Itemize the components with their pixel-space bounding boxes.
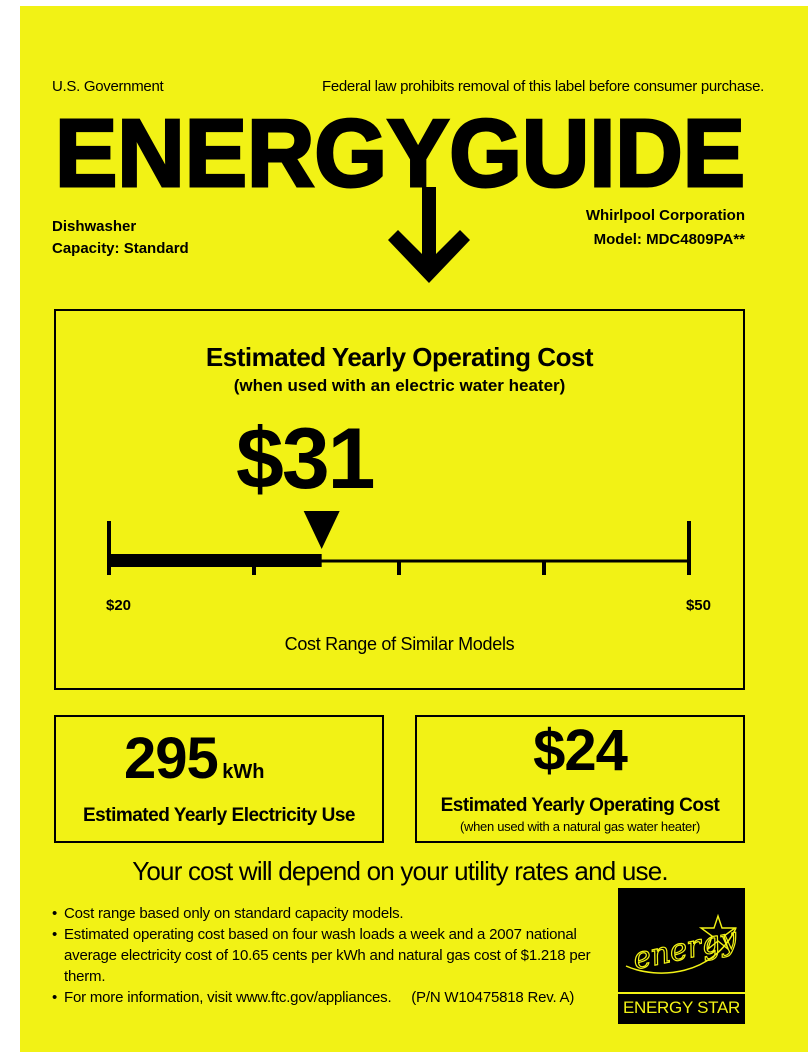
removal-notice: Federal law prohibits removal of this la… (321, 78, 764, 95)
manufacturer-text: Whirlpool Corporation (585, 207, 745, 224)
tagline: Your cost will depend on your utility ra… (132, 856, 668, 886)
capacity-text: Capacity: Standard (52, 240, 189, 257)
electricity-value: 295 (124, 726, 219, 791)
operating-cost-box: Estimated Yearly Operating Cost (when us… (54, 309, 745, 690)
cost-pointer-icon (303, 511, 340, 549)
electric-cost-value: $31 (236, 411, 375, 507)
electricity-caption: Estimated Yearly Electricity Use (83, 805, 355, 826)
electricity-unit: kWh (222, 761, 265, 783)
cost-bar (109, 554, 322, 567)
government-text: U.S. Government (52, 78, 164, 95)
range-min-label: $20 (106, 597, 132, 614)
gas-cost-box: $24 Estimated Yearly Operating Cost (whe… (415, 715, 745, 843)
range-caption: Cost Range of Similar Models (284, 634, 515, 654)
energy-guide-label: U.S. Government Federal law prohibits re… (20, 6, 808, 1052)
energy-star-icon: energy (625, 913, 742, 978)
energy-star-logo: energy ENERGY STAR (618, 888, 745, 1024)
energy-star-script: energy (630, 921, 741, 977)
cost-subheading: (when used with an electric water heater… (233, 376, 566, 395)
gas-cost-caption: Estimated Yearly Operating Cost (440, 795, 720, 816)
footnote-item: Estimated operating cost based on four w… (52, 924, 612, 987)
energy-star-caption: ENERGY STAR (618, 992, 745, 1024)
down-arrow-icon (388, 187, 470, 283)
footnote-item: For more information, visit www.ftc.gov/… (52, 987, 612, 1008)
gas-cost-value: $24 (533, 718, 628, 783)
electricity-value-row: 295 kWh (124, 725, 264, 792)
model-text: Model: MDC4809PA** (593, 231, 745, 248)
energyguide-logo: ENERGYGUIDE (54, 109, 747, 283)
range-max-label: $50 (685, 597, 711, 614)
electricity-use-box: 295 kWh Estimated Yearly Electricity Use (54, 715, 384, 843)
footnote-item: Cost range based only on standard capaci… (52, 903, 612, 924)
gas-cost-subcaption: (when used with a natural gas water heat… (459, 819, 701, 834)
cost-heading: Estimated Yearly Operating Cost (205, 342, 594, 372)
appliance-type: Dishwasher (52, 218, 137, 235)
cost-range-scale (107, 511, 691, 575)
footnote-list: Cost range based only on standard capaci… (52, 903, 612, 1008)
energyguide-title: ENERGYGUIDE (55, 109, 745, 207)
